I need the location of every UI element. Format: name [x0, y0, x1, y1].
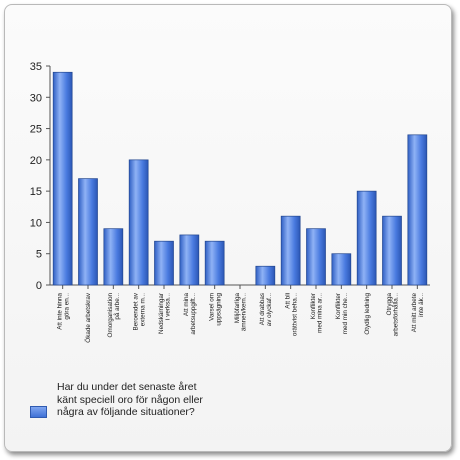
svg-text:Att bliorättvist beha...: Att bliorättvist beha... — [284, 293, 298, 336]
y-tick-label: 30 — [30, 92, 42, 104]
svg-text:Konfliktermed min che...: Konfliktermed min che... — [335, 293, 349, 335]
bar — [78, 178, 98, 286]
x-tick-label: Ökade arbetskrav — [84, 292, 92, 343]
y-tick-label: 15 — [30, 186, 42, 198]
x-tick-label: Konfliktermed mina ar... — [310, 293, 324, 333]
svg-text:Konfliktermed mina ar...: Konfliktermed mina ar... — [310, 293, 324, 333]
svg-text:Miljöfarligaämnen/kem...: Miljöfarligaämnen/kem... — [234, 293, 248, 332]
bar — [179, 234, 200, 286]
y-tick-label: 35 — [30, 61, 42, 73]
legend-label: Har du under det senaste året känt speci… — [57, 381, 203, 418]
bar — [154, 240, 174, 286]
svg-text:Varsel omuppsägning: Varsel omuppsägning — [208, 293, 222, 326]
bar — [382, 215, 402, 286]
legend-swatch — [30, 406, 47, 418]
bar — [52, 71, 73, 286]
x-tick-label: Omorganisationpå arbe... — [107, 293, 121, 338]
bar — [306, 228, 326, 286]
x-tick-label: Att drabbasav olyckaf... — [259, 293, 273, 326]
svg-text:Otydlig ledning: Otydlig ledning — [364, 293, 371, 335]
svg-text:Nedskärningari verksa...: Nedskärningari verksa... — [158, 293, 172, 334]
x-tick-label: Otydlig ledning — [364, 293, 371, 335]
svg-text:Att inte hinnagöra en...: Att inte hinnagöra en... — [56, 293, 70, 330]
bar — [103, 228, 124, 286]
y-tick-label: 5 — [36, 249, 42, 261]
y-tick-label: 10 — [30, 217, 42, 229]
x-tick-label: Att mitt arbeteinte äk... — [411, 293, 425, 333]
bar — [356, 190, 377, 286]
svg-text:Att minaarbetsuppgift...: Att minaarbetsuppgift... — [183, 293, 197, 335]
bar — [280, 215, 301, 286]
bar — [204, 240, 225, 286]
x-tick-label: Otryggaarbetsförhålla... — [386, 293, 400, 337]
svg-text:Otryggaarbetsförhålla...: Otryggaarbetsförhålla... — [386, 293, 400, 337]
x-tick-label: Varsel omuppsägning — [208, 293, 222, 326]
bar — [407, 134, 428, 286]
svg-text:Att mitt arbeteinte äk...: Att mitt arbeteinte äk... — [411, 293, 425, 333]
svg-text:Beroendet avexterna m...: Beroendet avexterna m... — [132, 292, 146, 330]
legend: Har du under det senaste året känt speci… — [30, 381, 207, 419]
svg-text:Omorganisationpå arbe...: Omorganisationpå arbe... — [107, 293, 121, 338]
svg-text:Ökade arbetskrav: Ökade arbetskrav — [84, 292, 92, 343]
x-tick-label: Att minaarbetsuppgift... — [183, 293, 197, 335]
x-tick-label: Att inte hinnagöra en... — [56, 293, 70, 330]
bar — [255, 265, 276, 286]
x-tick-label: Beroendet avexterna m... — [132, 292, 146, 330]
y-tick-label: 25 — [30, 124, 42, 136]
bar — [128, 159, 149, 286]
y-tick-label: 0 — [36, 280, 42, 292]
y-tick-label: 20 — [30, 155, 42, 167]
svg-text:Att drabbasav olyckaf...: Att drabbasav olyckaf... — [259, 293, 273, 326]
bar — [331, 253, 352, 286]
x-tick-label: Miljöfarligaämnen/kem... — [234, 293, 248, 332]
x-tick-label: Att bliorättvist beha... — [284, 293, 298, 336]
x-tick-label: Konfliktermed min che... — [335, 293, 349, 335]
x-tick-label: Nedskärningari verksa... — [158, 293, 172, 334]
